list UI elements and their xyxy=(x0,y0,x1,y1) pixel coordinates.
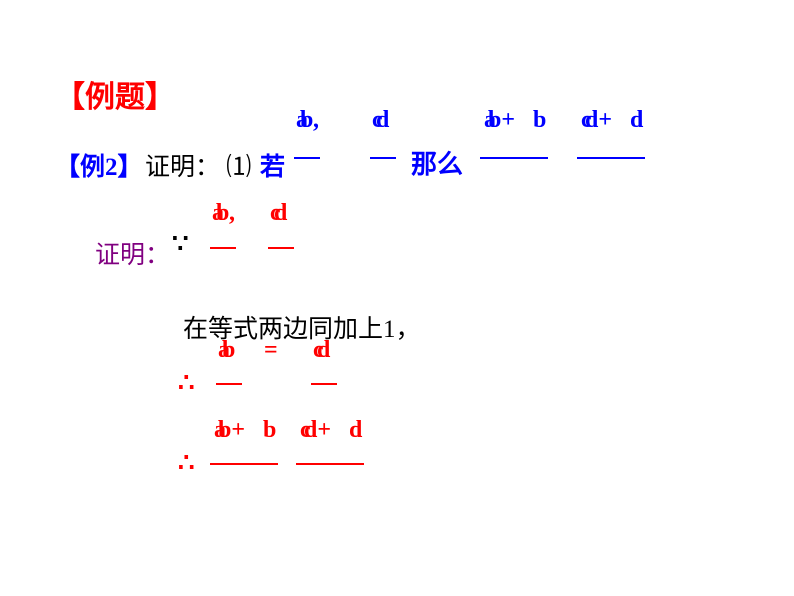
frac1-comma: , xyxy=(313,107,319,134)
p3-frac1-line xyxy=(216,383,242,385)
p3-frac2-d: d xyxy=(317,337,330,364)
p4-frac1-b: b xyxy=(263,417,276,444)
p3-frac2-line xyxy=(311,383,337,385)
p4-frac1-line xyxy=(210,463,278,465)
section-header: 【例题】 xyxy=(55,72,175,116)
frac2-num-d: d xyxy=(376,107,389,134)
frac3-num-plus: b+ xyxy=(488,107,515,134)
frac3-num-b: b xyxy=(533,107,546,134)
frac4-num-d: d xyxy=(630,107,643,134)
p1-frac2-d: d xyxy=(274,200,287,227)
if-label: 若 xyxy=(260,147,285,183)
frac3-line xyxy=(480,157,548,159)
frac2-line xyxy=(370,157,396,159)
frac1-num-b: b xyxy=(300,107,313,134)
p4-frac2-line xyxy=(296,463,364,465)
p1-frac2-line xyxy=(268,247,294,249)
then-label: 那么 xyxy=(411,144,463,181)
prove-label: 证明： ⑴ xyxy=(145,147,251,183)
p1-frac1-comma: , xyxy=(229,200,235,227)
p3-eq: = xyxy=(264,337,278,364)
p1-frac1-b: b xyxy=(216,200,229,227)
p1-frac1-line xyxy=(210,247,236,249)
p3-frac1-b: b xyxy=(222,337,235,364)
p4-frac2-d: d xyxy=(349,417,362,444)
frac4-num-plus: d+ xyxy=(585,107,612,134)
because-symbol: ∵ xyxy=(172,229,189,259)
p4-frac1-plus: b+ xyxy=(218,417,245,444)
frac4-line xyxy=(577,157,645,159)
frac1-line xyxy=(294,157,320,159)
therefore1: ∴ xyxy=(178,368,195,398)
example-label-bracket: 【例2】 xyxy=(55,147,143,183)
proof-label: 证明： xyxy=(95,235,170,271)
p4-frac2-plus: d+ xyxy=(304,417,331,444)
therefore2: ∴ xyxy=(178,448,195,478)
